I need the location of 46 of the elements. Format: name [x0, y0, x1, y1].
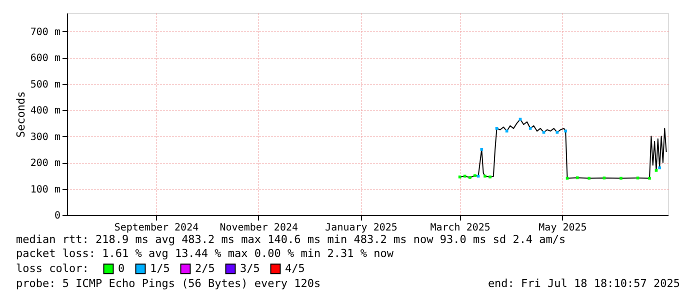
- point: [458, 176, 462, 178]
- legend-label: 2/5: [195, 262, 215, 275]
- text: median rtt: 218.9 ms avg 483.2 ms max 140.6 ms min 483.2 ms now 93.0 ms sd 2.4 am/s: [16, 233, 566, 246]
- y-tick-label: 700 m: [30, 26, 60, 38]
- point: [658, 166, 662, 170]
- point: [480, 148, 484, 151]
- point: [648, 176, 651, 180]
- point: [576, 176, 579, 180]
- point: [488, 176, 492, 178]
- point: [468, 176, 472, 179]
- text: probe: 5 ICMP Echo Pings (56 Bytes) every 120s: [16, 277, 321, 290]
- point: [588, 176, 591, 180]
- point: [484, 174, 486, 178]
- y-tick-label: 0: [54, 210, 60, 222]
- point: [505, 130, 508, 132]
- point: [474, 174, 476, 178]
- legend-title: loss color:: [16, 262, 89, 275]
- y-tick-label: 300 m: [30, 132, 60, 143]
- x-tick-label: May 2025: [538, 222, 587, 234]
- point: [495, 127, 498, 130]
- x-tick-label: November 2024: [220, 222, 298, 234]
- text: packet loss: 1.61 % avg 13.44 % max 0.00 % min 2.31 % now: [16, 247, 394, 260]
- point: [528, 127, 532, 130]
- point: [542, 130, 546, 134]
- x-tick-label: September 2024: [114, 222, 199, 234]
- point: [636, 176, 640, 180]
- y-tick-label: 500 m: [30, 79, 60, 90]
- x-tick-label: March 2025: [430, 222, 490, 234]
- y-tick-label: 600 m: [30, 53, 60, 64]
- x-tick-label: January 2025: [325, 222, 398, 234]
- point: [564, 130, 568, 132]
- text: end: Fri Jul 18 18:10:57 2025: [488, 277, 680, 290]
- legend-label: 3/5: [240, 262, 260, 275]
- legend-label: 1/5: [150, 262, 170, 275]
- y-axis-title: Seconds: [14, 91, 28, 138]
- point: [463, 174, 466, 178]
- point: [654, 168, 658, 172]
- y-tick-label: 100 m: [30, 184, 60, 196]
- point: [620, 176, 622, 180]
- legend-label: 4/5: [285, 262, 305, 275]
- line-series: [459, 118, 667, 179]
- point: [602, 176, 606, 180]
- y-tick-label: 200 m: [30, 158, 60, 170]
- y-tick-label: 400 m: [30, 106, 60, 117]
- legend-label: 0: [118, 262, 125, 275]
- point: [556, 130, 559, 134]
